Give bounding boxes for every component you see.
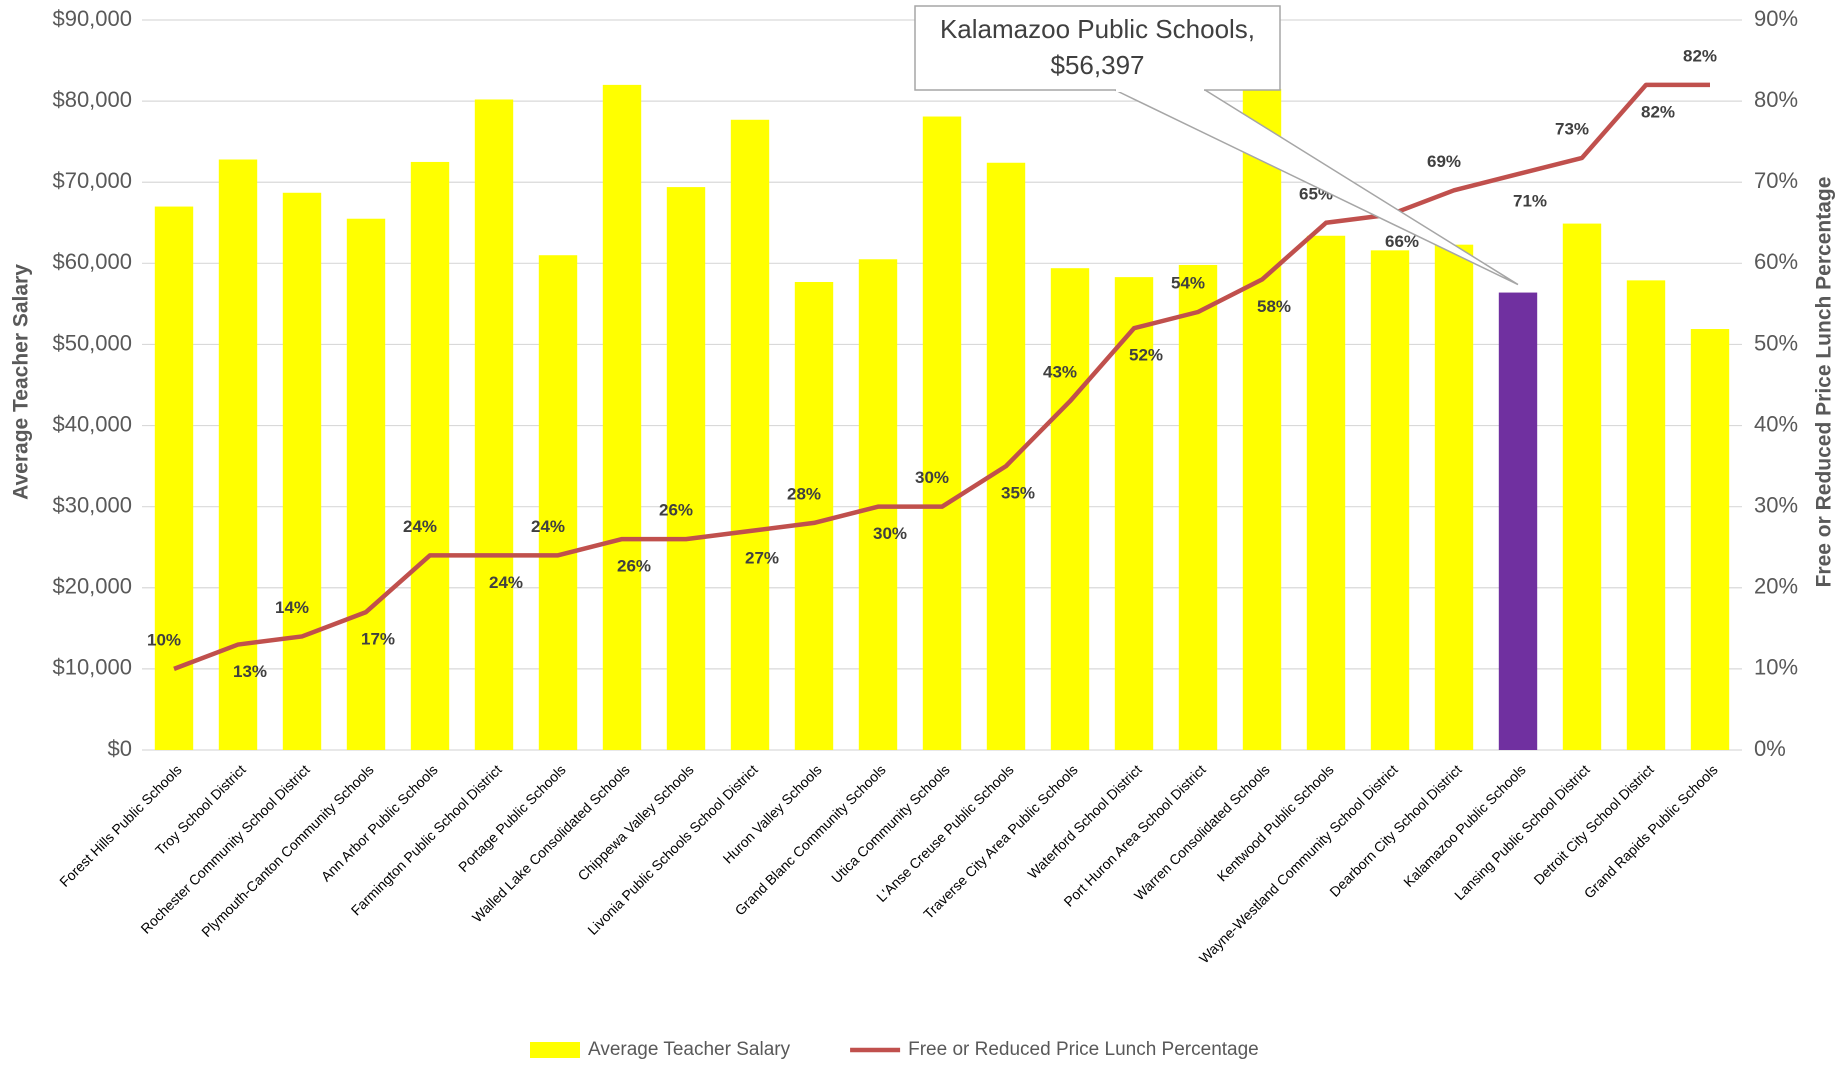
data-label: 24%	[403, 517, 437, 536]
y2-tick-label: 0%	[1754, 736, 1786, 761]
x-tick-label: L'Anse Creuse Public Schools	[873, 761, 1017, 905]
data-label: 30%	[873, 524, 907, 543]
x-tick-label: Dearborn City School District	[1326, 761, 1464, 899]
legend-label: Free or Reduced Price Lunch Percentage	[908, 1039, 1259, 1060]
bar	[1498, 292, 1538, 750]
y2-tick-label: 10%	[1754, 655, 1798, 680]
data-label: 13%	[233, 662, 267, 681]
y2-tick-label: 40%	[1754, 411, 1798, 436]
x-tick-label: Chippewa Valley Schools	[574, 761, 696, 883]
data-label: 82%	[1641, 102, 1675, 121]
x-tick-label: Lansing Public School District	[1451, 761, 1593, 903]
x-tick-label: Forest Hills Public Schools	[56, 761, 185, 890]
bar	[666, 187, 706, 751]
bar	[986, 162, 1026, 750]
y2-tick-label: 90%	[1754, 6, 1798, 31]
y-tick-label: $20,000	[52, 574, 132, 599]
bar	[154, 206, 194, 751]
annotation: Kalamazoo Public Schools,	[940, 14, 1255, 44]
y-tick-label: $30,000	[52, 492, 132, 517]
x-tick-label: Kentwood Public Schools	[1214, 761, 1337, 884]
data-label: 58%	[1257, 297, 1291, 316]
data-label: 54%	[1171, 273, 1205, 292]
data-label: 24%	[531, 517, 565, 536]
bar	[1434, 244, 1474, 750]
y2-tick-label: 50%	[1754, 330, 1798, 355]
line	[173, 82, 1710, 671]
y-tick-label: $0	[108, 736, 132, 761]
data-label: 82%	[1683, 46, 1717, 65]
data-label: 14%	[275, 598, 309, 617]
callout-join	[1116, 88, 1204, 92]
x-tick-label: Kalamazoo Public Schools	[1400, 761, 1529, 890]
bar	[794, 281, 834, 750]
y2-tick-label: 20%	[1754, 574, 1798, 599]
bar	[602, 84, 642, 750]
bar	[922, 116, 962, 751]
callout-box	[914, 5, 1281, 91]
data-label: 24%	[489, 573, 523, 592]
data-label: 28%	[787, 484, 821, 503]
bar	[410, 161, 450, 750]
y-axis-title: Average Teacher Salary	[10, 264, 33, 500]
x-tick-label: Utica Community Schools	[828, 761, 953, 886]
x-tick-label: Grand Rapids Public Schools	[1581, 761, 1721, 901]
x-tick-label: Portage Public Schools	[455, 761, 569, 875]
bar	[1306, 235, 1346, 750]
bar	[346, 218, 386, 750]
data-label: 52%	[1129, 346, 1163, 365]
data-label: 26%	[659, 501, 693, 520]
data-label: 35%	[1001, 484, 1035, 503]
legend-swatch	[530, 1042, 580, 1058]
x-tick-label: Ann Arbor Public Schools	[318, 761, 441, 884]
y2-axis-title: Free or Reduced Price Lunch Percentage	[1813, 177, 1836, 588]
bar	[538, 255, 578, 750]
x-tick-label: Warren Consolidated Schools	[1131, 761, 1273, 903]
data-label: 10%	[147, 630, 181, 649]
bar	[1562, 223, 1602, 751]
bar	[1178, 264, 1218, 750]
bar	[1690, 329, 1730, 750]
y2-tick-label: 30%	[1754, 492, 1798, 517]
bar	[1242, 88, 1282, 750]
data-label: 71%	[1513, 192, 1547, 211]
bar	[1626, 280, 1666, 750]
bar	[730, 119, 770, 751]
annotation: $56,397	[1051, 50, 1145, 80]
bar	[474, 99, 514, 750]
x-tick-label: Detroit City School District	[1530, 761, 1656, 887]
data-label: 66%	[1385, 232, 1419, 251]
y-tick-label: $40,000	[52, 411, 132, 436]
bar	[1050, 268, 1090, 750]
y-tick-label: $80,000	[52, 87, 132, 112]
y-tick-label: $10,000	[52, 655, 132, 680]
y2-tick-label: 60%	[1754, 249, 1798, 274]
bar	[1370, 250, 1410, 750]
y-tick-label: $70,000	[52, 168, 132, 193]
data-label: 73%	[1555, 119, 1589, 138]
bar	[1114, 277, 1154, 750]
y-tick-label: $90,000	[52, 6, 132, 31]
bar	[282, 192, 322, 750]
data-label: 69%	[1427, 152, 1461, 171]
y-tick-label: $60,000	[52, 249, 132, 274]
legend-label: Average Teacher Salary	[588, 1039, 791, 1060]
data-label: 27%	[745, 548, 779, 567]
x-tick-label: Waterford School District	[1024, 761, 1144, 881]
data-label: 30%	[915, 468, 949, 487]
y2-tick-label: 80%	[1754, 87, 1798, 112]
data-label: 26%	[617, 557, 651, 576]
data-label: 17%	[361, 630, 395, 649]
data-label: 43%	[1043, 363, 1077, 382]
y-tick-label: $50,000	[52, 330, 132, 355]
y2-tick-label: 70%	[1754, 168, 1798, 193]
